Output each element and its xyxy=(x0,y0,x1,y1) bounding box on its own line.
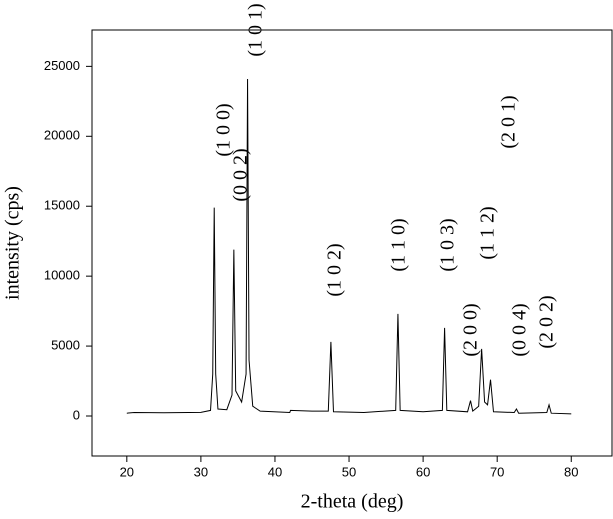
y-axis-label: intensity (cps) xyxy=(2,186,24,300)
peak-label: (2 0 2) xyxy=(536,295,558,348)
peak-label: (1 0 2) xyxy=(324,243,346,296)
peak-label: (1 0 1) xyxy=(245,3,267,56)
data-line xyxy=(126,78,572,415)
peak-label: (0 0 2) xyxy=(230,148,252,201)
y-tick-label: 5000 xyxy=(51,338,80,353)
x-tick-label: 70 xyxy=(490,464,504,479)
y-tick-label: 20000 xyxy=(44,128,80,143)
peak-label: (1 1 2) xyxy=(477,206,499,259)
x-tick-label: 40 xyxy=(268,464,282,479)
x-tick-label: 50 xyxy=(342,464,356,479)
peak-label: (2 0 1) xyxy=(498,95,520,148)
x-axis-label: 2-theta (deg) xyxy=(301,491,404,513)
plot-frame xyxy=(91,29,613,457)
x-tick-label: 80 xyxy=(564,464,578,479)
peak-label: (1 0 3) xyxy=(437,218,459,271)
peak-label: (2 0 0) xyxy=(460,303,482,356)
x-tick-label: 30 xyxy=(194,464,208,479)
peak-label: (1 1 0) xyxy=(388,218,410,271)
y-tick-label: 10000 xyxy=(44,268,80,283)
peak-label: (1 0 0) xyxy=(213,103,235,156)
x-tick-label: 60 xyxy=(416,464,430,479)
y-tick-label: 25000 xyxy=(44,58,80,73)
y-tick-label: 0 xyxy=(73,407,80,422)
x-tick-label: 20 xyxy=(120,464,134,479)
y-tick-label: 15000 xyxy=(44,198,80,213)
peak-label: (0 0 4) xyxy=(509,303,531,356)
